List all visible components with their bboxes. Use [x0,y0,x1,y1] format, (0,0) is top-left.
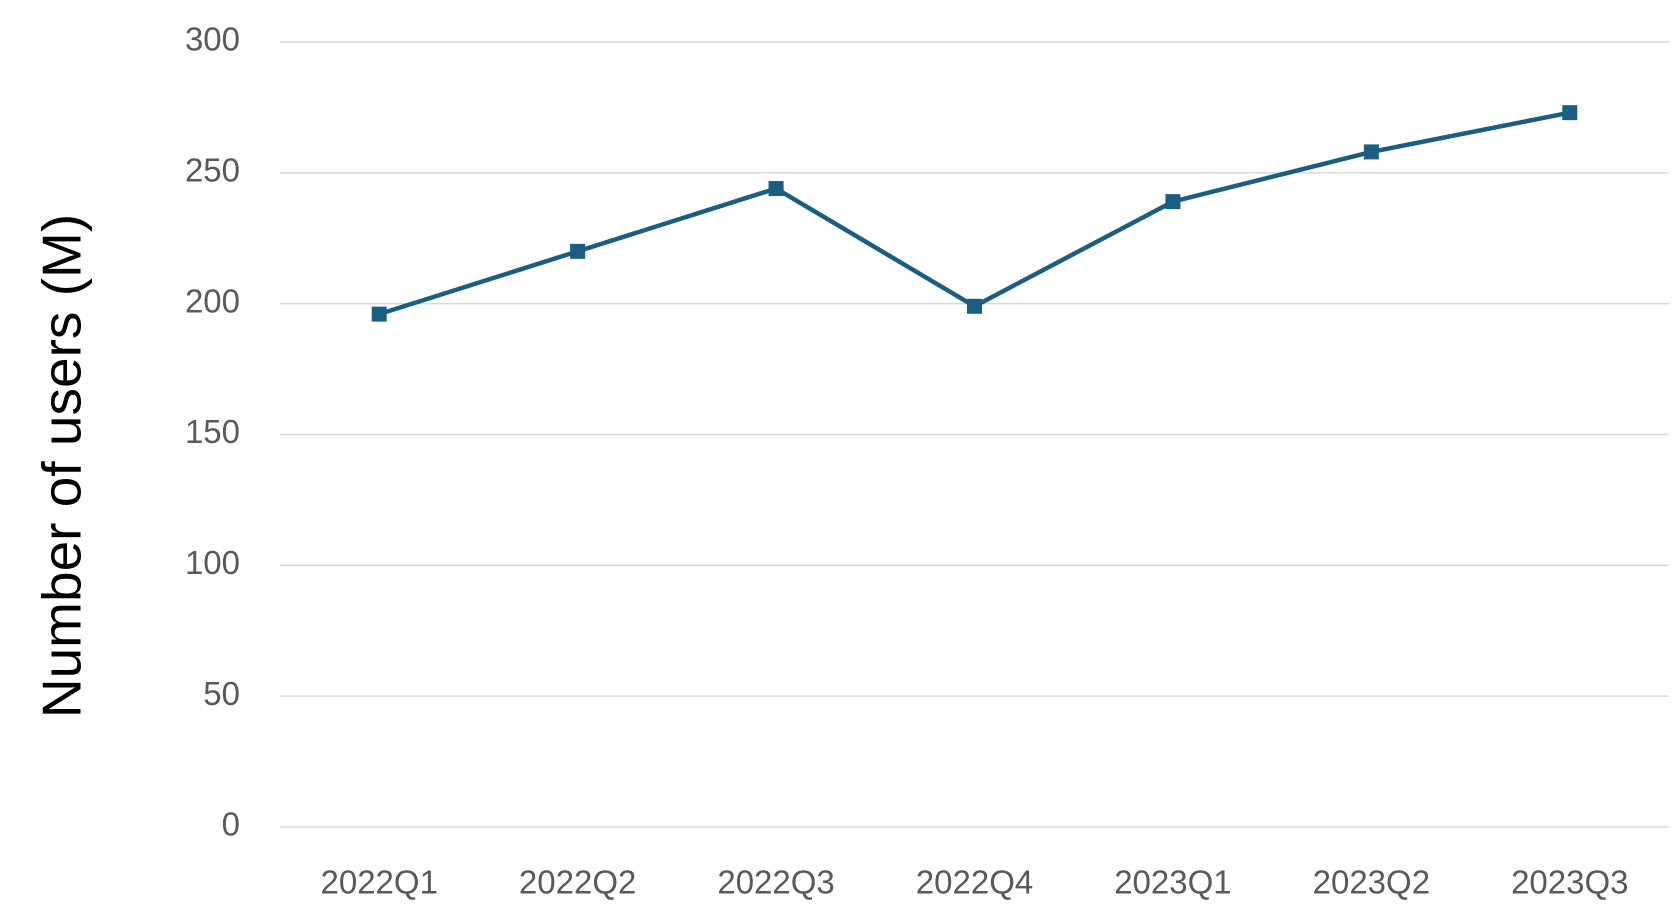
y-tick-label: 250 [185,152,240,189]
y-tick-label: 200 [185,282,240,319]
y-tick-label: 50 [203,675,240,712]
x-tick-label: 2023Q1 [1114,864,1231,901]
x-tick-label: 2022Q2 [519,864,636,901]
x-tick-label: 2023Q3 [1511,864,1628,901]
y-axis-title: Number of users (M) [31,214,93,718]
marker [371,306,387,322]
x-tick-label: 2023Q2 [1313,864,1430,901]
y-tick-label: 300 [185,21,240,58]
marker [1165,194,1181,210]
marker [1363,144,1379,160]
x-tick-label: 2022Q1 [320,864,437,901]
line [378,110,1571,317]
x-tick-label: 2022Q4 [916,864,1033,901]
marker [967,298,982,314]
marker [570,243,586,259]
marker [1562,105,1578,121]
y-tick-label: 0 [222,806,240,843]
x-tick-label: 2022Q3 [717,864,834,901]
marker [768,181,784,197]
y-tick-label: 150 [185,413,240,450]
y-tick-label: 100 [185,544,240,581]
